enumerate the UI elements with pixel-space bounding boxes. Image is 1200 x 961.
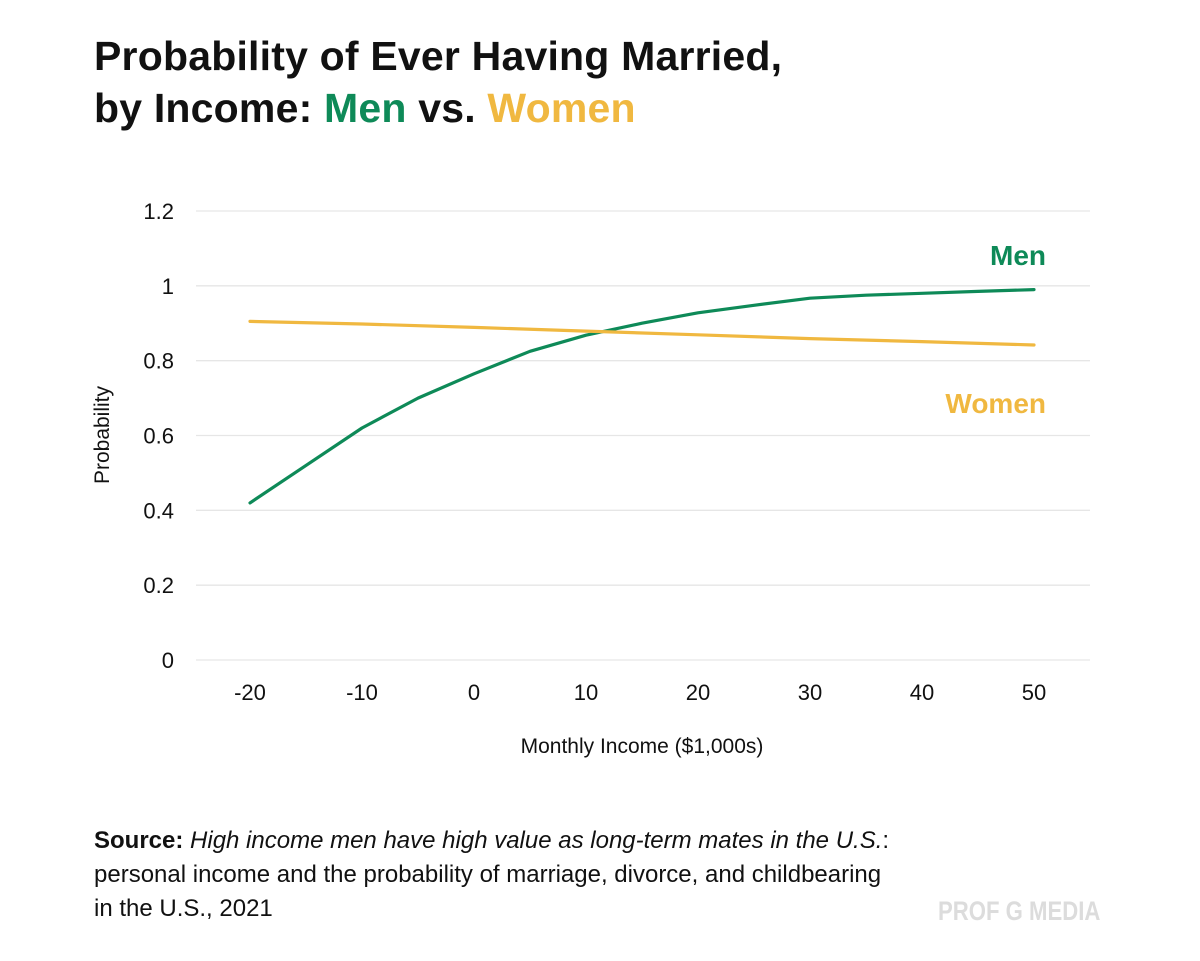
x-tick-label: 40 xyxy=(910,680,934,705)
gridlines xyxy=(196,210,1090,661)
y-tick-labels: 0 0.2 0.4 0.6 0.8 1 1.2 xyxy=(143,199,174,673)
y-tick-label: 0 xyxy=(162,648,174,673)
line-chart: 0 0.2 0.4 0.6 0.8 1 1.2 -20 -10 0 10 20 30 40 50 Men W… xyxy=(91,199,1090,758)
title-prefix: by Income: xyxy=(94,85,325,131)
source-rest: : personal income and the probability of… xyxy=(94,827,890,922)
source-note: Source: High income men have high value … xyxy=(94,824,894,926)
y-tick-label: 0.2 xyxy=(143,573,174,598)
series-line-women xyxy=(248,319,1036,347)
title-vs: vs. xyxy=(406,85,488,131)
series-line-men xyxy=(248,288,1036,505)
title-women: Women xyxy=(487,85,636,131)
x-tick-labels: -20 -10 0 10 20 30 40 50 xyxy=(234,680,1046,705)
x-tick-label: -10 xyxy=(346,680,378,705)
y-tick-label: 0.8 xyxy=(143,349,174,374)
series-label-women: Women xyxy=(945,388,1046,419)
source-italic: High income men have high value as long-… xyxy=(190,827,883,854)
y-tick-label: 0.6 xyxy=(143,424,174,449)
x-tick-label: 50 xyxy=(1022,680,1046,705)
y-axis-label: Probability xyxy=(91,385,114,484)
title-line1: Probability of Ever Having Married, xyxy=(94,33,783,79)
y-tick-label: 0.4 xyxy=(143,498,174,523)
x-tick-label: 20 xyxy=(686,680,710,705)
x-tick-label: 0 xyxy=(468,680,480,705)
source-label: Source: xyxy=(94,827,184,854)
x-tick-label: 30 xyxy=(798,680,822,705)
title-men: Men xyxy=(324,85,407,131)
y-tick-label: 1 xyxy=(162,274,174,299)
series-labels: Men Women xyxy=(945,240,1046,419)
series-label-men: Men xyxy=(990,240,1046,271)
chart-title: Probability of Ever Having Married, by I… xyxy=(94,30,1094,134)
x-tick-label: 10 xyxy=(574,680,598,705)
x-tick-label: -20 xyxy=(234,680,266,705)
series-lines xyxy=(248,288,1036,505)
watermark-logo: PROF G MEDIA xyxy=(938,896,1101,926)
y-tick-label: 1.2 xyxy=(143,199,174,224)
x-axis-label: Monthly Income ($1,000s) xyxy=(521,735,764,758)
